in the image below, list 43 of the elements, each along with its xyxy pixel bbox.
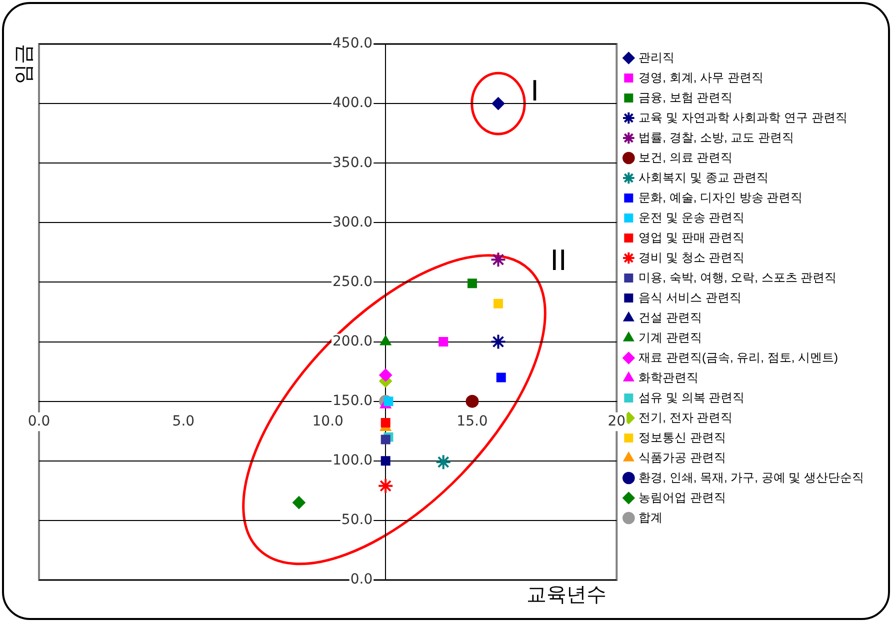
- y-axis-title: 임금: [11, 44, 36, 84]
- legend-label: 법률, 경찰, 소방, 교도 관련직: [638, 130, 794, 144]
- legend-label: 음식 서비스 관련직: [638, 290, 742, 304]
- x-axis-title: 교육년수: [526, 582, 607, 606]
- y-tick-label: 450.0: [332, 36, 373, 52]
- legend-label: 운전 및 운송 관련직: [638, 210, 745, 224]
- annotation: II: [550, 244, 567, 278]
- x-tick-label: 0.0: [28, 413, 50, 430]
- y-tick-label: 400.0: [332, 95, 373, 112]
- x-tick-label: 20: [608, 413, 626, 430]
- y-tick-label: 250.0: [332, 274, 373, 290]
- legend-label: 합계: [638, 510, 663, 524]
- legend-label: 보건, 의료 관련직: [638, 150, 733, 164]
- y-tick-label: 150.0: [332, 392, 373, 409]
- legend-label: 미용, 숙박, 여행, 오락, 스포츠 관련직: [638, 270, 837, 284]
- legend-label: 화학관련직: [638, 370, 699, 384]
- x-tick-label: 15.0: [456, 413, 488, 430]
- legend-label: 경비 및 청소 관련직: [638, 250, 745, 264]
- y-tick-label: 300.0: [332, 214, 373, 230]
- legend-label: 농림어업 관련직: [638, 490, 726, 504]
- legend-label: 영업 및 판매 관련직: [638, 230, 745, 244]
- x-tick-label: 5.0: [172, 413, 195, 430]
- y-tick-label: 50.0: [341, 512, 373, 528]
- y-tick-label: 0.0: [350, 572, 373, 588]
- legend-label: 관리직: [638, 50, 675, 64]
- legend-label: 재료 관련직(금속, 유리, 점토, 시멘트): [638, 350, 838, 364]
- legend-label: 사회복지 및 종교 관련직: [638, 170, 769, 184]
- legend-label: 교육 및 자연과학 사회과학 연구 관련직: [638, 110, 848, 124]
- legend-label: 문화, 예술, 디자인 방송 관련직: [638, 190, 803, 204]
- legend-label: 환경, 인쇄, 목재, 가구, 공예 및 생산단순직: [638, 470, 864, 484]
- x-tick-label: 10.0: [312, 413, 344, 430]
- legend-label: 건설 관련직: [638, 310, 702, 324]
- legend-label: 경영, 회계, 사무 관련직: [638, 70, 764, 84]
- y-tick-label: 100.0: [332, 452, 373, 469]
- legend-label: 섬유 및 의복 관련직: [638, 390, 745, 404]
- annotation: I: [530, 74, 539, 108]
- y-tick-label: 350.0: [332, 154, 373, 171]
- legend-label: 금융, 보험 관련직: [638, 90, 733, 104]
- legend-label: 식품가공 관련직: [638, 450, 726, 464]
- legend-label: 전기, 전자 관련직: [638, 410, 733, 424]
- legend-label: 정보통신 관련직: [638, 430, 726, 444]
- legend-label: 기계 관련직: [638, 330, 702, 344]
- y-tick-label: 200.0: [332, 333, 373, 350]
